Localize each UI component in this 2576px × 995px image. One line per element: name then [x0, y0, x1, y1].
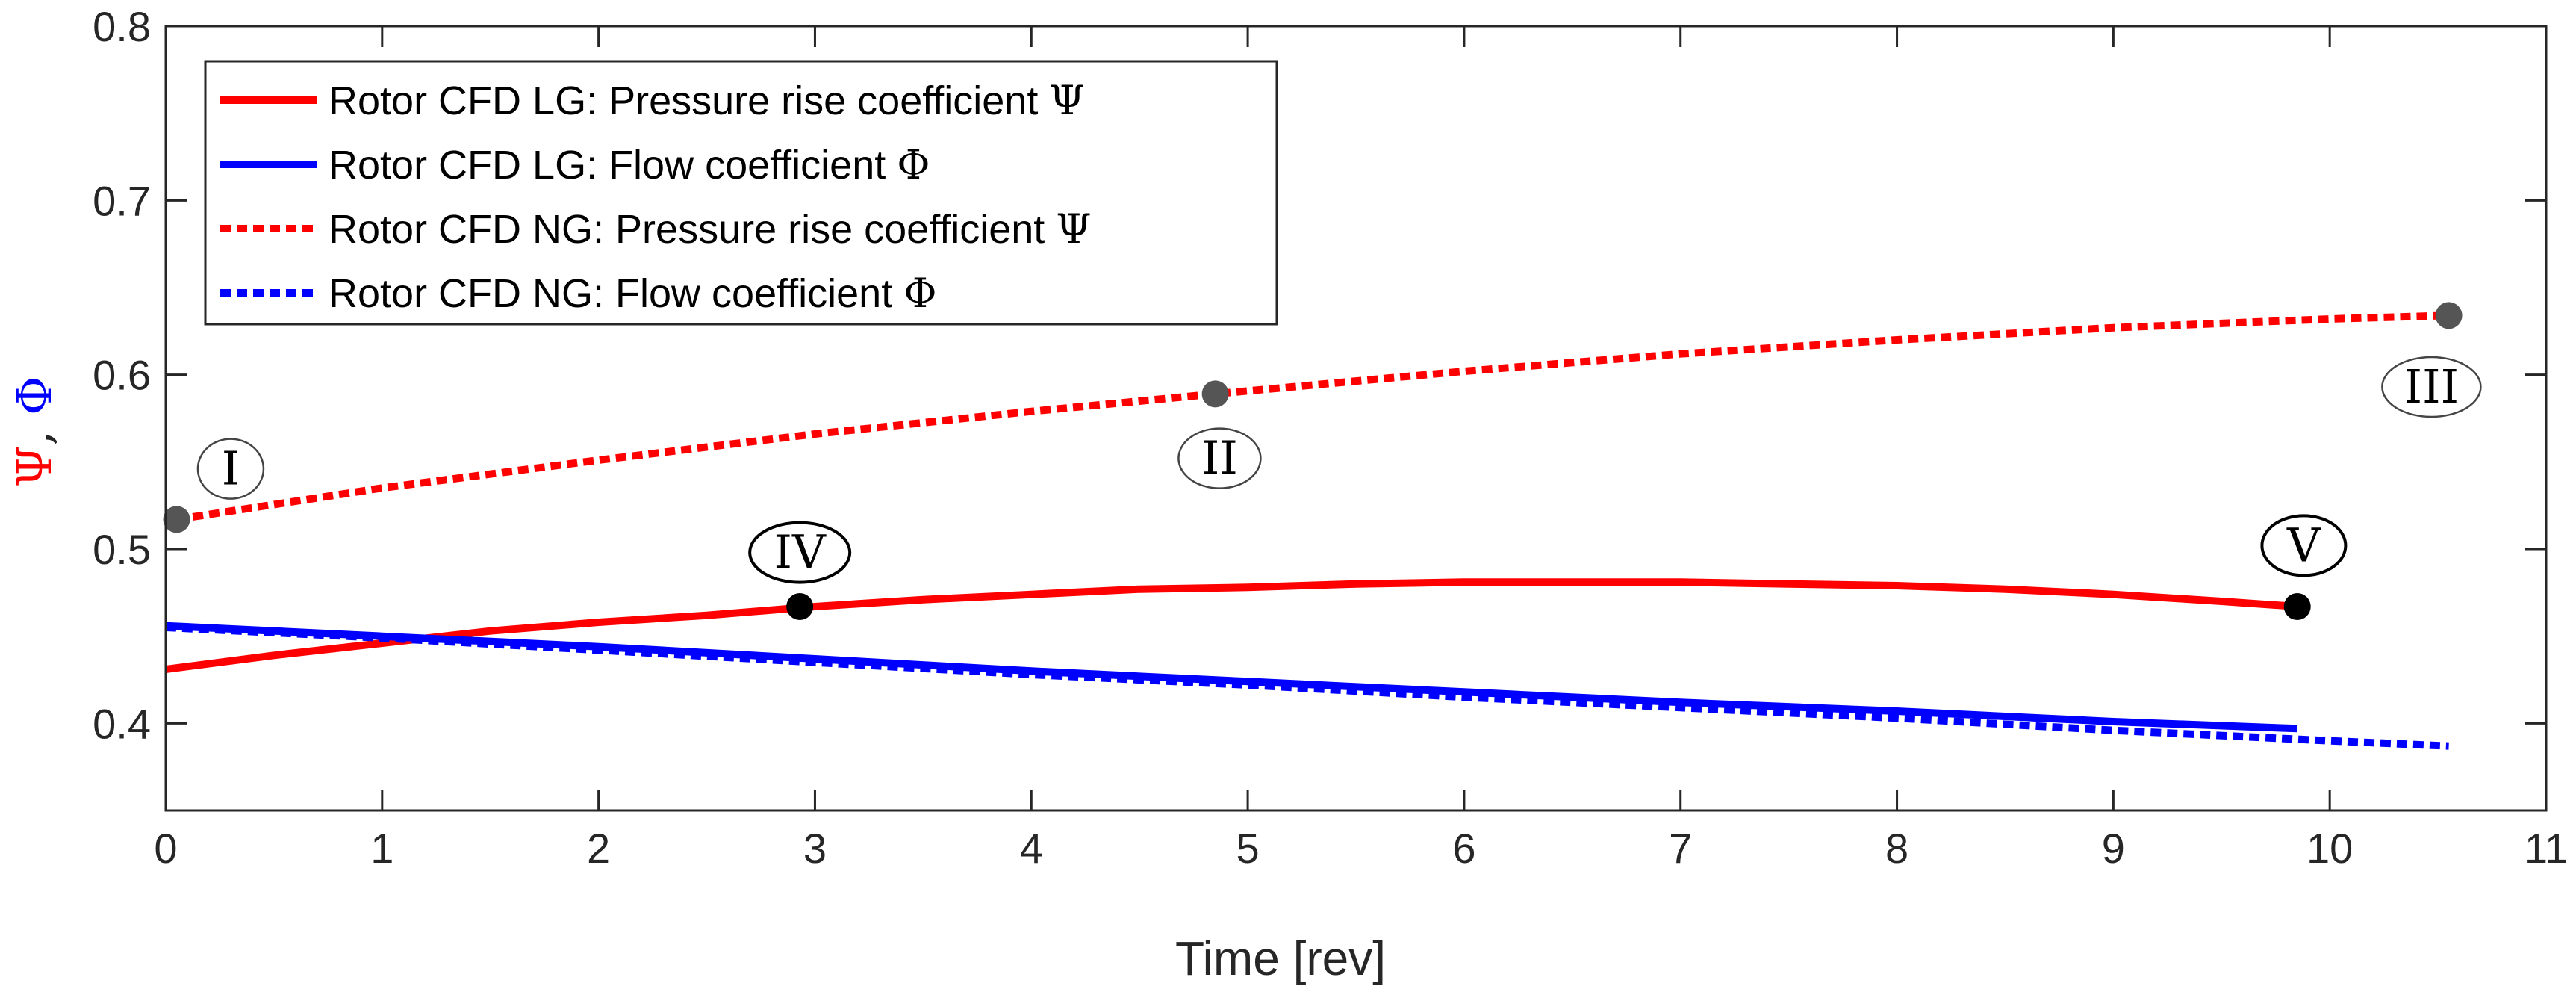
- x-tick-label: 2: [587, 825, 610, 872]
- x-tick-label: 7: [1669, 825, 1692, 872]
- marker-ring-v: [2260, 514, 2348, 577]
- x-tick-label: 11: [2524, 825, 2568, 872]
- y-tick-label: 0.4: [93, 700, 151, 747]
- legend-entry-3: Rotor CFD NG: Pressure rise coefficient …: [329, 205, 1092, 252]
- series-line-3: [175, 311, 2449, 524]
- marker-point-v: [2283, 593, 2311, 620]
- x-tick-label: 6: [1452, 825, 1475, 872]
- legend-entry-symbol: Ψ: [1056, 205, 1091, 252]
- legend-entry-name: Rotor CFD LG: Flow coefficient: [329, 143, 897, 187]
- x-tick-label: 8: [1885, 825, 1908, 872]
- marker-point-iii: [2435, 302, 2463, 329]
- legend-entry-1: Rotor CFD LG: Pressure rise coefficient …: [329, 77, 1085, 124]
- series-line-2: [166, 622, 2297, 733]
- legend-entry-symbol: Φ: [897, 141, 930, 188]
- y-tick-label: 0.5: [93, 526, 151, 573]
- legend-entry-name: Rotor CFD NG: Pressure rise coefficient: [329, 207, 1056, 252]
- marker-label-i: I: [222, 441, 240, 496]
- y-axis-label-sep: ,: [7, 415, 63, 446]
- y-axis-label-phi: Φ: [7, 376, 63, 415]
- x-tick-label: 1: [370, 825, 393, 872]
- axes: 0 1 2 3 4 5 6 7 8 9 10 11 0.4 0.5 0.6 0.7 0.8: [93, 3, 2568, 872]
- axes-box: [164, 25, 2548, 812]
- x-tick-label: 10: [2306, 825, 2353, 872]
- marker-label-ii: II: [1201, 431, 1238, 486]
- legend-entry-2: Rotor CFD LG: Flow coefficient Φ: [329, 141, 930, 188]
- marker-ring-ii: [1177, 427, 1262, 489]
- y-tick-label: 0.6: [93, 352, 151, 399]
- legend-entry-4: Rotor CFD NG: Flow coefficient Φ: [329, 270, 937, 317]
- marker-point-i: [163, 506, 190, 533]
- x-tick-label: 5: [1236, 825, 1260, 872]
- marker-ring-iii: [2381, 356, 2482, 418]
- series-group: [166, 311, 2449, 750]
- y-axis-label-psi: Ψ: [7, 446, 63, 488]
- x-tick-label: 0: [154, 825, 177, 872]
- y-tick-label: 0.8: [93, 3, 151, 50]
- marker-point-ii: [1201, 380, 1229, 408]
- y-tick-label: 0.7: [93, 177, 151, 224]
- x-axis-label: Time [rev]: [1175, 932, 1386, 985]
- series-line-1: [166, 578, 2298, 673]
- marker-point-iv: [786, 593, 814, 620]
- marker-ring-iv: [748, 521, 852, 584]
- marker-label-v: V: [2286, 518, 2321, 572]
- marker-label-iii: III: [2404, 359, 2459, 414]
- x-tick-label: 9: [2102, 825, 2125, 872]
- legend-entry-name: Rotor CFD LG: Pressure rise coefficient: [329, 78, 1049, 123]
- y-axis-label: Ψ, Φ: [7, 376, 63, 487]
- marker-label-iv: IV: [774, 525, 827, 580]
- x-tick-label: 3: [803, 825, 827, 872]
- legend-entry-symbol: Φ: [903, 270, 936, 317]
- marker-ring-i: [196, 438, 265, 500]
- legend-box: [204, 60, 1278, 326]
- x-tick-label: 4: [1020, 825, 1043, 872]
- series-line-4: [166, 624, 2449, 750]
- legend-entry-symbol: Ψ: [1049, 77, 1084, 124]
- legend-entry-name: Rotor CFD NG: Flow coefficient: [329, 271, 903, 316]
- legend: Rotor CFD LG: Pressure rise coefficient …: [204, 60, 1278, 326]
